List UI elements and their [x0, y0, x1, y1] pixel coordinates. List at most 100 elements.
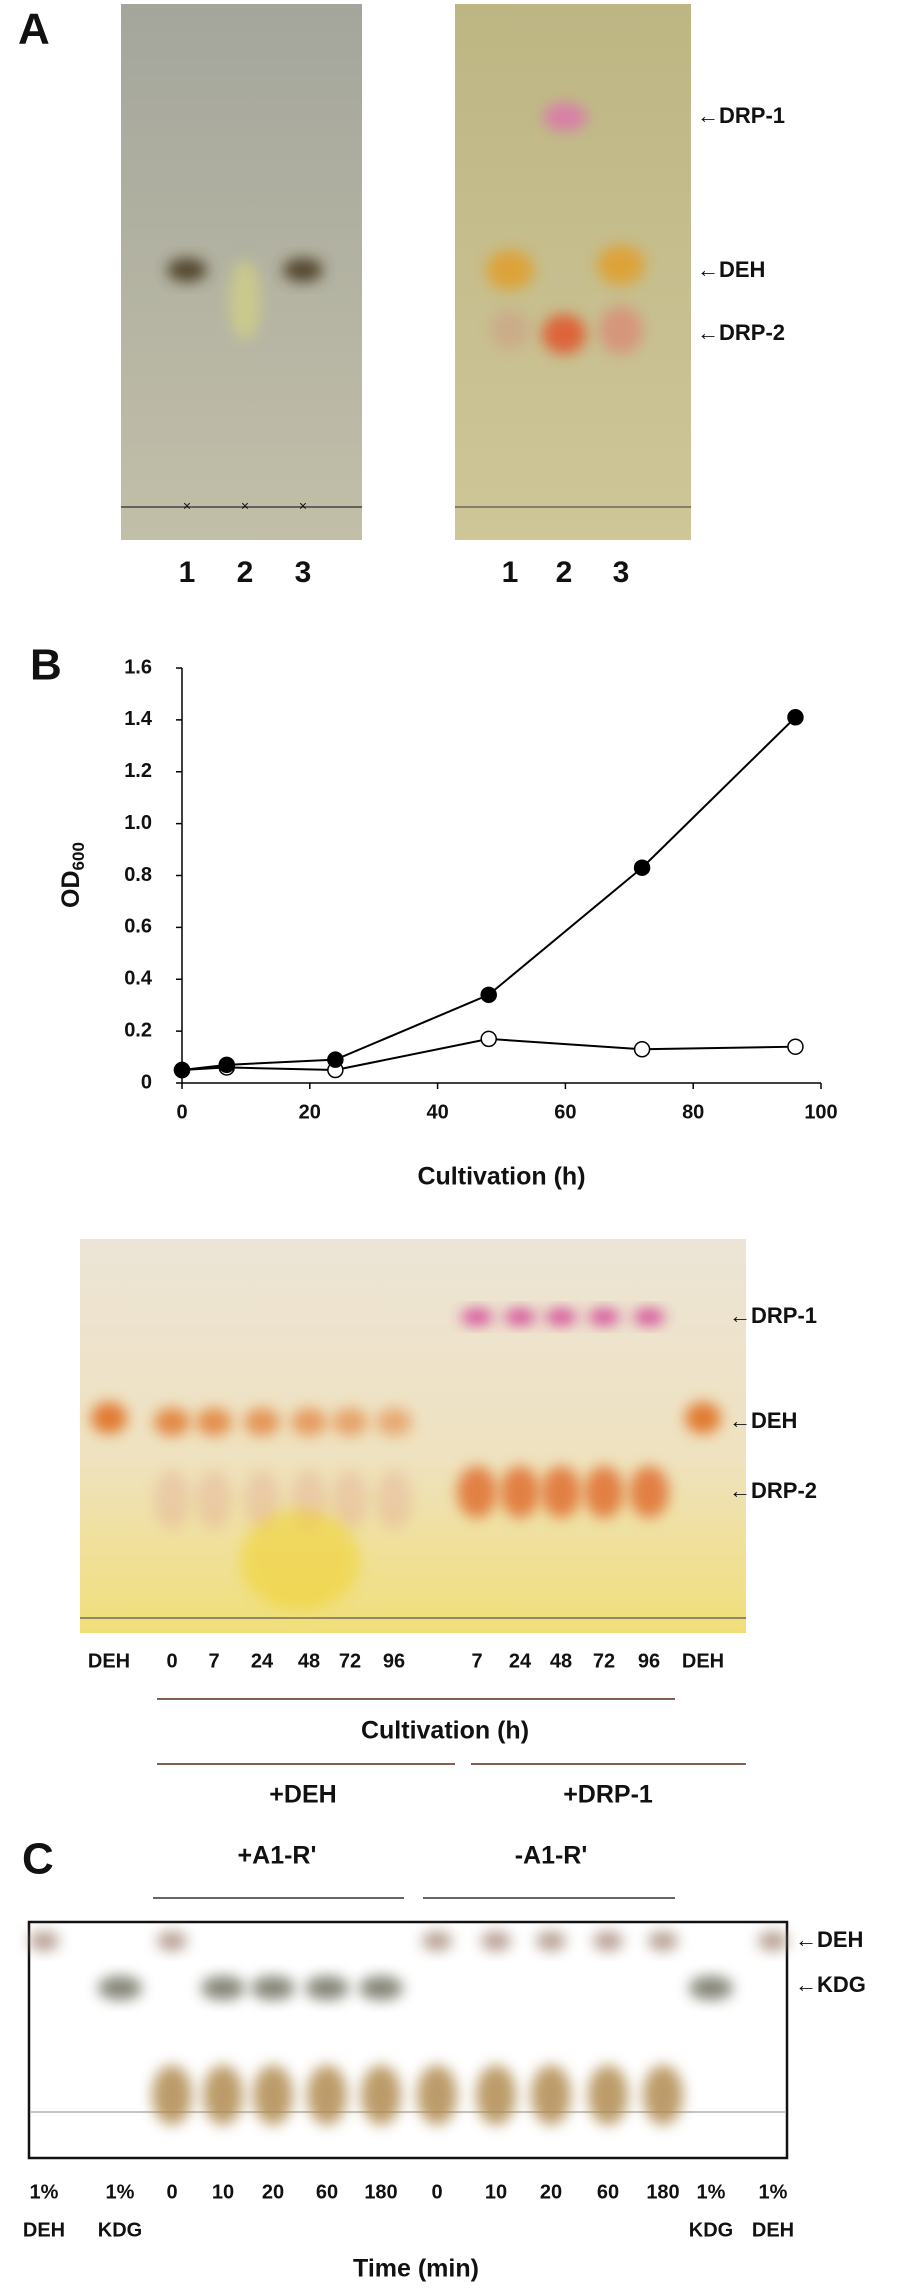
tlc-spot — [376, 1470, 412, 1530]
marker — [480, 1030, 497, 1048]
lane-label: 7 — [208, 1650, 219, 1672]
y-tick-label: 0.4 — [124, 968, 153, 990]
tlc-spot — [417, 2065, 457, 2125]
lane-label: 20 — [262, 2181, 284, 2203]
lane-label: 20 — [540, 2181, 562, 2203]
group-label: +DRP-1 — [563, 1781, 653, 1809]
annotation: ←DEH — [697, 257, 765, 282]
lane-name: KDG — [98, 2219, 142, 2241]
group-label: +A1-R' — [238, 1842, 317, 1870]
y-axis-label-sub: 600 — [69, 842, 88, 870]
tlc-spot — [244, 1470, 280, 1530]
y-tick-label: 1.0 — [124, 812, 152, 834]
lane-label: 2 — [237, 556, 254, 589]
marker — [218, 1056, 235, 1074]
lane-label: 3 — [613, 556, 630, 589]
lane-label: 96 — [638, 1650, 660, 1672]
tlc-spot — [541, 1466, 581, 1518]
y-tick-label: 1.2 — [124, 760, 152, 782]
tlc-spot — [648, 1931, 678, 1951]
lane-label: 180 — [364, 2181, 397, 2203]
y-tick-label: 0.8 — [124, 864, 152, 886]
tlc-spot — [500, 1466, 540, 1518]
marker — [633, 1041, 651, 1058]
annotation: ←DEH — [795, 1927, 863, 1952]
lane-label: 0 — [166, 2181, 177, 2203]
tlc-spot — [536, 1931, 566, 1951]
axis-label: Time (min) — [353, 2255, 479, 2283]
lane-label: 60 — [316, 2181, 338, 2203]
tlc-spot — [253, 2065, 293, 2125]
lane-name: KDG — [689, 2219, 733, 2241]
tlc-spot — [599, 306, 643, 354]
tlc-spot — [504, 1309, 536, 1325]
lane-label: 1% — [759, 2181, 788, 2203]
annotation: ←DRP-2 — [729, 1478, 817, 1503]
tlc-plate — [80, 1239, 746, 1633]
tlc-spot — [476, 2065, 516, 2125]
tlc-spot — [291, 1408, 327, 1436]
tlc-spot — [629, 1466, 669, 1518]
tlc-spot — [376, 1408, 412, 1436]
tlc-spot — [481, 1931, 511, 1951]
y-tick-label: 1.6 — [124, 656, 152, 678]
tlc-spot — [154, 1470, 190, 1530]
annotation: ←KDG — [795, 1972, 866, 1997]
tlc-spot — [283, 258, 323, 282]
tlc-spot — [643, 2065, 683, 2125]
lane-label: 10 — [212, 2181, 234, 2203]
marker — [480, 986, 497, 1004]
tlc-spot — [461, 1309, 493, 1325]
tlc-spot — [588, 1309, 620, 1325]
group-label: -A1-R' — [515, 1842, 588, 1870]
tlc-spot — [685, 1402, 721, 1434]
tlc-spot — [305, 1976, 349, 2000]
origin-mark: × — [241, 498, 249, 514]
tlc-spot — [152, 2065, 192, 2125]
tlc-spot — [361, 2065, 401, 2125]
x-tick-label: 60 — [554, 1101, 576, 1123]
lane-label: 2 — [556, 556, 573, 589]
lane-label: 3 — [295, 556, 312, 589]
y-axis-label: OD600 — [57, 842, 89, 908]
lane-name: DEH — [23, 2219, 65, 2241]
tlc-spot — [332, 1470, 368, 1530]
tlc-spot — [229, 260, 261, 340]
tlc-spot — [167, 258, 207, 282]
tlc-spot — [758, 1931, 788, 1951]
y-tick-label: 0.2 — [124, 1019, 152, 1041]
tlc-spot — [543, 103, 587, 131]
tlc-spot — [542, 314, 586, 354]
annotation: ←DRP-1 — [697, 103, 785, 128]
lane-label: 48 — [550, 1650, 572, 1672]
lane-label: 24 — [509, 1650, 532, 1672]
lane-label: 1% — [30, 2181, 59, 2203]
tlc-spot — [597, 245, 645, 285]
origin-mark: × — [299, 498, 307, 514]
lane-label: 1% — [697, 2181, 726, 2203]
tlc-spot — [203, 2065, 243, 2125]
annotation: ←DEH — [729, 1408, 797, 1433]
tlc-spot — [201, 1976, 245, 2000]
panel-label: C — [22, 1835, 54, 1884]
x-tick-label: 20 — [299, 1101, 321, 1123]
tlc-spot — [588, 2065, 628, 2125]
x-tick-label: 80 — [682, 1101, 704, 1123]
y-tick-label: 0.6 — [124, 916, 152, 938]
lane-label: DEH — [88, 1650, 130, 1672]
marker — [327, 1051, 344, 1068]
tlc-spot — [240, 1510, 360, 1610]
lane-label: 0 — [431, 2181, 442, 2203]
tlc-spot — [490, 310, 530, 350]
lane-label: 10 — [485, 2181, 507, 2203]
tlc-spot — [157, 1931, 187, 1951]
tlc-spot — [154, 1408, 190, 1436]
tlc-spot — [332, 1408, 368, 1436]
lane-label: 1 — [502, 556, 519, 589]
tlc-spot — [307, 2065, 347, 2125]
marker — [787, 709, 804, 726]
lane-label: 96 — [383, 1650, 405, 1672]
lane-label: 7 — [471, 1650, 482, 1672]
tlc-spot — [196, 1408, 232, 1436]
tlc-spot — [422, 1931, 452, 1951]
